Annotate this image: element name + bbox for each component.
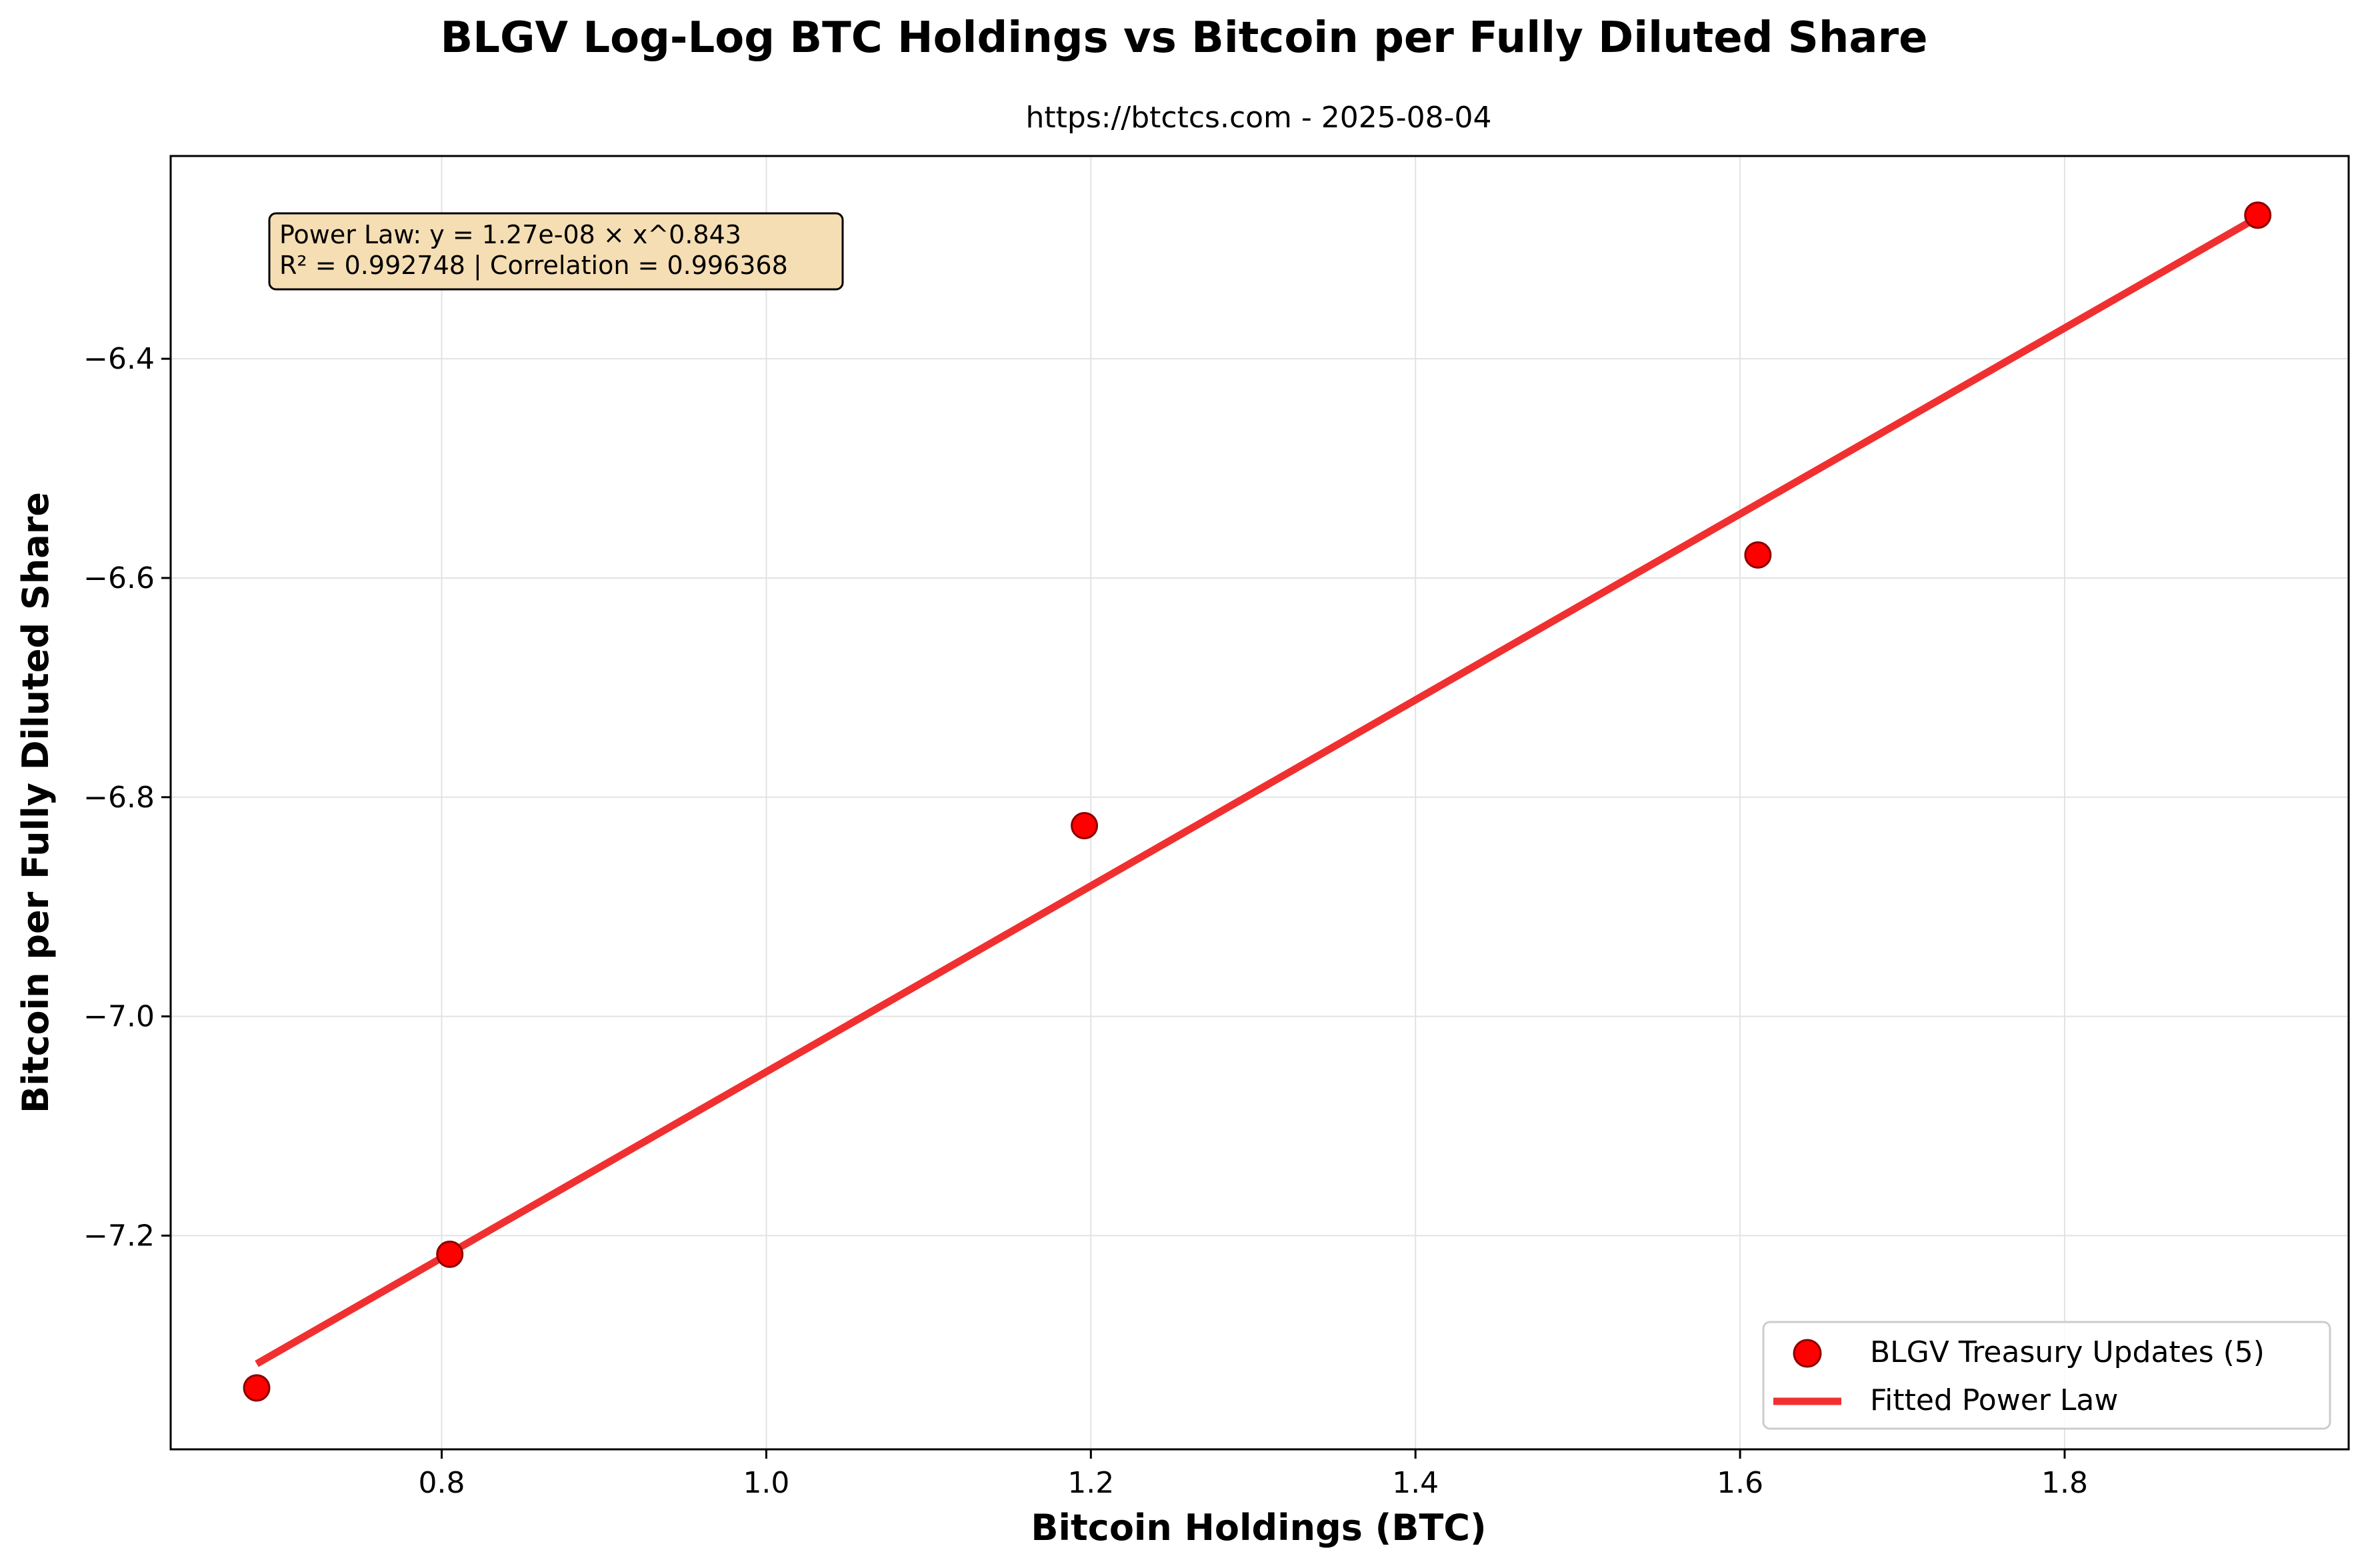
- legend: BLGV Treasury Updates (5) Fitted Power L…: [1763, 1322, 2330, 1429]
- data-point: [1745, 542, 1771, 567]
- x-tick-label: 1.2: [1067, 1466, 1114, 1500]
- data-point: [244, 1375, 269, 1401]
- chart-title: BLGV Log-Log BTC Holdings vs Bitcoin per…: [440, 13, 1927, 63]
- x-tick-label: 1.4: [1392, 1466, 1439, 1500]
- y-tick-label: −6.4: [83, 342, 155, 376]
- y-tick-label: −6.6: [83, 561, 155, 595]
- data-point: [2245, 203, 2271, 228]
- x-tick-label: 1.6: [1717, 1466, 1763, 1500]
- x-tick-label: 0.8: [419, 1466, 465, 1500]
- annotation-line-1: Power Law: y = 1.27e-08 × x^0.843: [279, 220, 741, 249]
- y-tick-label: −7.0: [83, 1000, 155, 1034]
- annotation-box: Power Law: y = 1.27e-08 × x^0.843 R² = 0…: [269, 213, 843, 289]
- legend-label-fit: Fitted Power Law: [1870, 1383, 2118, 1417]
- chart-subtitle: https://btctcs.com - 2025-08-04: [1026, 101, 1492, 135]
- data-point: [437, 1241, 463, 1267]
- legend-scatter-marker: [1794, 1340, 1821, 1367]
- annotation-line-2: R² = 0.992748 | Correlation = 0.996368: [279, 251, 788, 281]
- x-tick-label: 1.8: [2041, 1466, 2088, 1500]
- y-axis-label: Bitcoin per Fully Diluted Share: [15, 492, 57, 1113]
- x-tick-label: 1.0: [743, 1466, 789, 1500]
- y-tick-label: −7.2: [83, 1219, 155, 1253]
- legend-label-scatter: BLGV Treasury Updates (5): [1870, 1335, 2265, 1369]
- y-tick-label: −6.8: [83, 781, 155, 815]
- x-axis-label: Bitcoin Holdings (BTC): [1031, 1507, 1486, 1549]
- data-point: [1072, 813, 1097, 839]
